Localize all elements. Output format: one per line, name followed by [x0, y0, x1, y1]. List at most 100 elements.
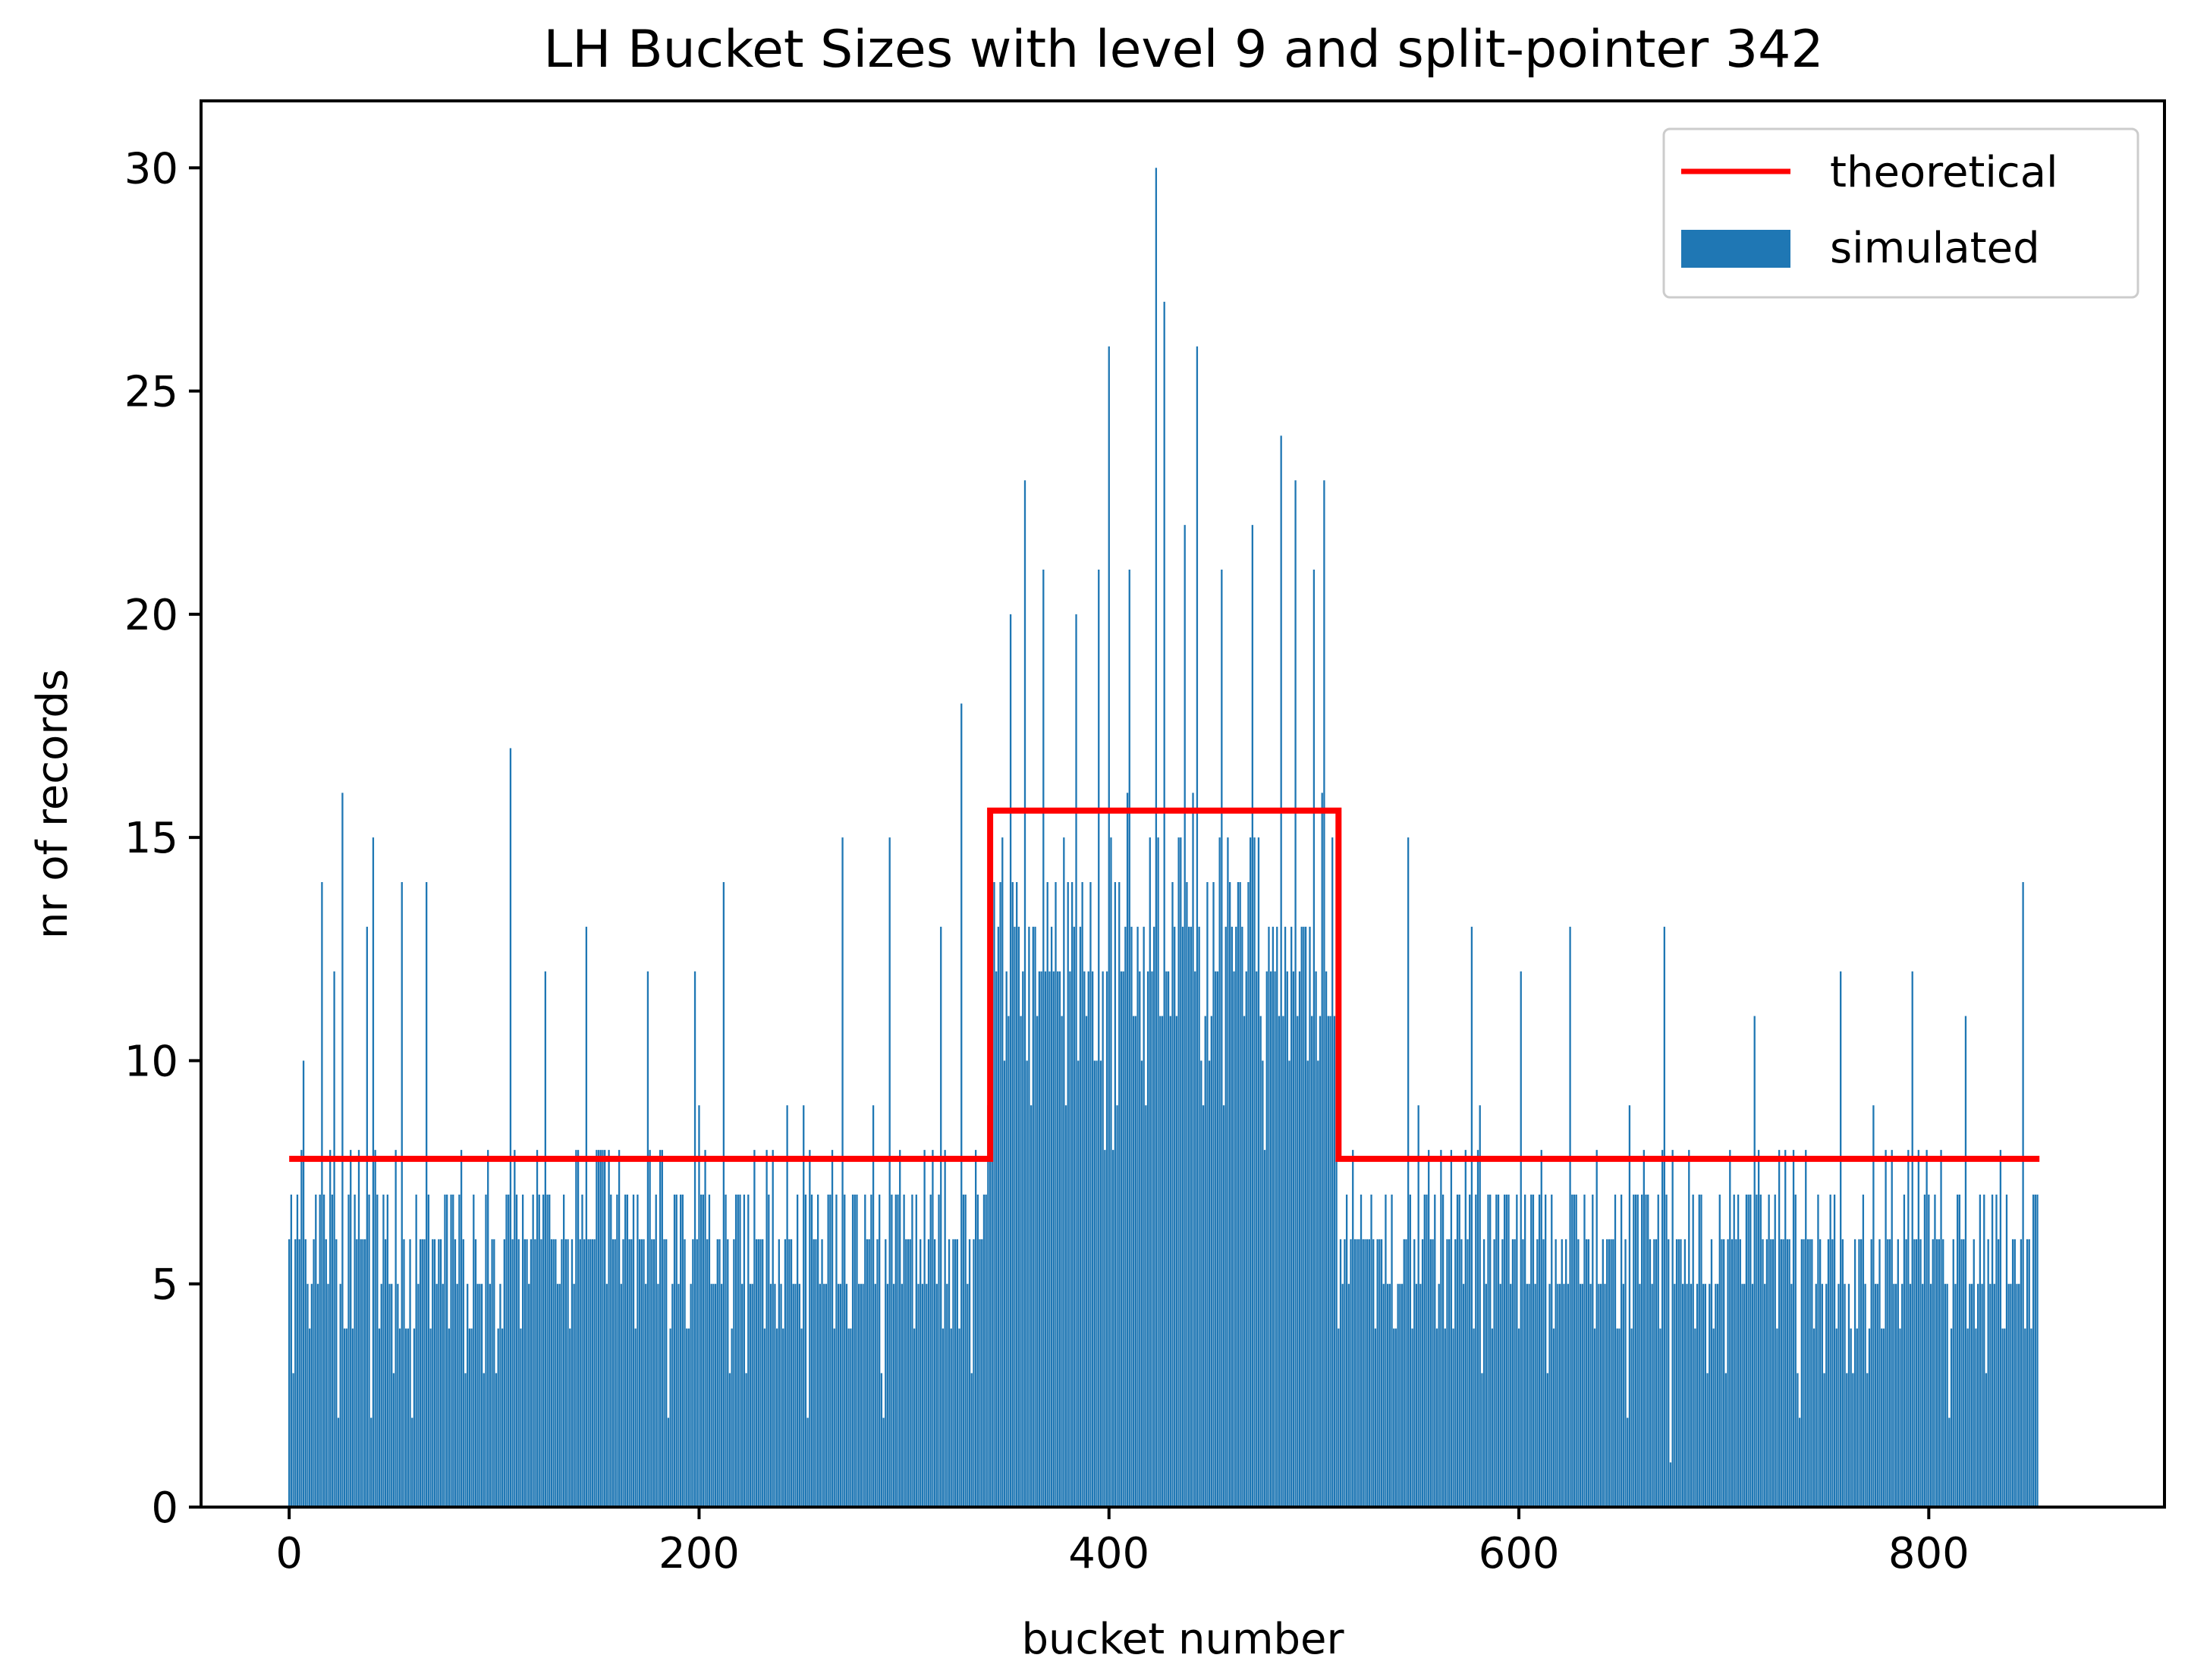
bar-bucket-30 [350, 1150, 352, 1507]
bar-bucket-641 [1602, 1239, 1604, 1507]
bar-bucket-653 [1627, 1418, 1629, 1507]
bar-bucket-75 [442, 1283, 444, 1507]
bar-bucket-719 [1762, 1239, 1764, 1507]
bar-bucket-317 [938, 1195, 940, 1507]
bar-bucket-550 [1415, 1283, 1418, 1507]
bar-bucket-714 [1751, 1283, 1754, 1507]
bar-bucket-153 [602, 1150, 604, 1507]
bar-bucket-685 [1692, 1195, 1694, 1507]
bar-bucket-209 [716, 1239, 718, 1507]
bar-bucket-17 [322, 1195, 325, 1507]
bar-bucket-588 [1493, 1239, 1495, 1507]
bar-bucket-314 [932, 1150, 934, 1507]
bar-bucket-186 [669, 1328, 671, 1507]
bar-bucket-283 [868, 1239, 870, 1507]
bar-bucket-593 [1503, 1195, 1506, 1507]
bar-bucket-332 [968, 1239, 971, 1507]
bar-bucket-737 [1798, 1418, 1801, 1507]
bar-bucket-117 [528, 1283, 530, 1507]
bar-bucket-498 [1309, 926, 1311, 1507]
bar-bucket-463 [1237, 882, 1240, 1507]
bar-bucket-461 [1233, 971, 1235, 1507]
bar-bucket-561 [1438, 1283, 1440, 1507]
bar-bucket-66 [423, 1239, 426, 1507]
bar-bucket-497 [1306, 1060, 1309, 1507]
y-tick-label: 0 [151, 1484, 178, 1533]
bar-bucket-111 [515, 1195, 518, 1507]
bar-bucket-440 [1190, 926, 1192, 1507]
bar-bucket-9 [307, 1283, 309, 1507]
x-axis: 0 200 400 600 800 [275, 1507, 1970, 1578]
bar-bucket-615 [1548, 1283, 1551, 1507]
bar-bucket-165 [626, 1195, 629, 1507]
bar-bucket-710 [1743, 1283, 1746, 1507]
bar-bucket-346 [997, 926, 1000, 1507]
bar-bucket-475 [1262, 1060, 1264, 1507]
bar-bucket-837 [2004, 1328, 2006, 1507]
bar-bucket-722 [1768, 1195, 1770, 1507]
bar-bucket-189 [675, 1195, 677, 1507]
bar-bucket-49 [388, 1283, 391, 1507]
bar-bucket-836 [2001, 1328, 2004, 1507]
bar-bucket-237 [774, 1283, 776, 1507]
bar-bucket-257 [815, 1239, 817, 1507]
bar-bucket-767 [1860, 1239, 1863, 1507]
bar-bucket-640 [1599, 1283, 1602, 1507]
bar-bucket-214 [727, 1239, 729, 1507]
bar-bucket-383 [1073, 926, 1075, 1507]
bar-bucket-193 [684, 1239, 686, 1507]
bar-bucket-77 [446, 1195, 448, 1507]
bar-bucket-141 [577, 1150, 580, 1507]
theoretical-step-line [289, 807, 2040, 1162]
bar-bucket-133 [561, 1239, 563, 1507]
bar-bucket-778 [1882, 1328, 1885, 1507]
bar-bucket-131 [556, 1283, 559, 1507]
bar-bucket-431 [1171, 882, 1174, 1507]
bar-bucket-405 [1118, 882, 1121, 1507]
bar-bucket-182 [661, 1150, 663, 1507]
bar-bucket-63 [417, 1283, 420, 1507]
bar-bucket-12 [313, 1239, 315, 1507]
bar-bucket-331 [967, 1283, 969, 1507]
bar-bucket-235 [769, 1283, 772, 1507]
bar-bucket-321 [946, 1283, 948, 1507]
bar-bucket-820 [1969, 1283, 1971, 1507]
bar-bucket-265 [831, 1150, 834, 1507]
bar-bucket-508 [1329, 1016, 1331, 1507]
bar-bucket-812 [1952, 1239, 1954, 1507]
bar-bucket-7 [302, 1060, 305, 1507]
bar-bucket-580 [1476, 1150, 1479, 1507]
bar-bucket-476 [1263, 1150, 1266, 1507]
bar-bucket-687 [1696, 1283, 1699, 1507]
bar-bucket-377 [1061, 1016, 1063, 1507]
bar-bucket-42 [374, 1150, 376, 1507]
bar-bucket-375 [1057, 971, 1059, 1507]
bar-bucket-244 [788, 1239, 791, 1507]
bar-bucket-316 [935, 1283, 938, 1507]
bar-bucket-79 [450, 1195, 452, 1507]
bar-bucket-693 [1709, 1283, 1711, 1507]
bar-bucket-41 [372, 837, 375, 1507]
bar-bucket-723 [1770, 1239, 1772, 1507]
bar-bucket-397 [1102, 971, 1104, 1507]
bar-bucket-472 [1256, 971, 1258, 1507]
bar-bucket-11 [310, 1283, 313, 1507]
bar-bucket-745 [1815, 1283, 1817, 1507]
bar-bucket-100 [493, 1239, 495, 1507]
bar-bucket-545 [1405, 1239, 1407, 1507]
bar-bucket-318 [940, 926, 942, 1507]
bar-bucket-522 [1358, 1239, 1360, 1507]
bar-bucket-43 [376, 1195, 379, 1507]
bar-bucket-275 [851, 1195, 854, 1507]
bar-bucket-229 [757, 1239, 759, 1507]
bar-bucket-256 [813, 1239, 815, 1507]
bar-bucket-484 [1280, 435, 1282, 1508]
bar-bucket-517 [1347, 1283, 1350, 1507]
bar-bucket-630 [1579, 1283, 1582, 1507]
bar-bucket-118 [530, 1239, 533, 1507]
bar-bucket-399 [1105, 971, 1108, 1507]
bar-bucket-772 [1870, 1239, 1872, 1507]
bar-bucket-294 [891, 1195, 893, 1507]
bar-bucket-82 [456, 1283, 458, 1507]
bar-bucket-755 [1835, 1328, 1837, 1507]
